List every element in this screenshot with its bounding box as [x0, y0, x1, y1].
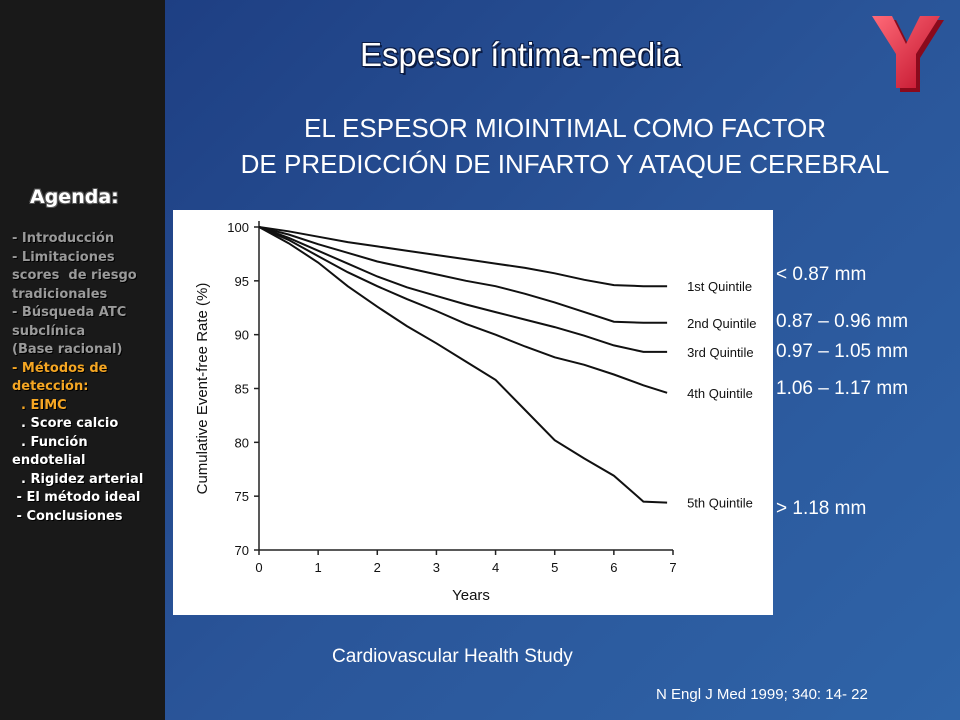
quintile-range-5: > 1.18 mm	[776, 498, 867, 519]
slide-subtitle: EL ESPESOR MIOINTIMAL COMO FACTOR DE PRE…	[170, 110, 960, 182]
agenda-item[interactable]: subclínica	[12, 323, 86, 339]
agenda-item[interactable]: - El método ideal	[12, 490, 141, 505]
y-tick-label: 70	[235, 543, 249, 558]
quintile-range-3: 0.97 – 1.05 mm	[776, 341, 909, 362]
agenda-item[interactable]: endotelial	[12, 453, 86, 468]
series-line-2	[258, 226, 668, 324]
x-tick-label: 1	[315, 560, 322, 575]
agenda-item[interactable]: . Función	[12, 434, 88, 450]
series-line-3	[258, 226, 668, 353]
series-label-5: 5th Quintile	[687, 496, 753, 511]
citation: N Engl J Med 1999; 340: 14- 22	[656, 686, 868, 703]
agenda-item[interactable]: - Introducción	[12, 231, 115, 246]
agenda-item[interactable]: - Búsqueda ATC	[12, 305, 127, 320]
quintile-range-4: 1.06 – 1.17 mm	[776, 378, 909, 399]
x-tick-label: 7	[669, 560, 676, 575]
agenda-sidebar: Agenda: - Introducción - Limitaciones scor…	[0, 0, 165, 720]
series-line-5	[258, 226, 668, 504]
agenda-item[interactable]: . Rigidez arterial	[12, 471, 144, 487]
series-label-1: 1st Quintile	[687, 279, 752, 294]
series-line-1	[258, 226, 668, 288]
x-tick-label: 2	[374, 560, 381, 575]
agenda-item[interactable]: tradicionales	[12, 286, 108, 302]
y-tick-label: 95	[235, 274, 249, 289]
agenda-item[interactable]: - Limitaciones	[12, 249, 115, 265]
y-tick-label: 100	[227, 220, 249, 235]
agenda-list: - Introducción - Limitaciones scores de ri…	[12, 230, 164, 526]
agenda-item[interactable]: (Base racional)	[12, 342, 123, 357]
x-tick-label: 3	[433, 560, 440, 575]
x-tick-label: 4	[492, 560, 499, 575]
agenda-item[interactable]: . EIMC	[12, 397, 67, 413]
y-axis-label: Cumulative Event-free Rate (%)	[194, 283, 211, 495]
x-tick-label: 6	[610, 560, 617, 575]
logo-y-icon	[872, 16, 944, 92]
survival-chart: 70 75 80 85 90 95 100 0 1 2 3 4 5 6 7 Years Cumulative E…	[194, 220, 756, 604]
x-tick-label: 0	[255, 560, 262, 575]
quintile-range-2: 0.87 – 0.96 mm	[776, 311, 909, 332]
series-label-2: 2nd Quintile	[687, 316, 756, 331]
chart-panel: 70 75 80 85 90 95 100 0 1 2 3 4 5 6 7 Years Cumulative E…	[173, 210, 773, 615]
series-label-3: 3rd Quintile	[687, 345, 753, 360]
study-label: Cardiovascular Health Study	[332, 646, 573, 667]
series-label-4: 4th Quintile	[687, 386, 753, 401]
agenda-item[interactable]: scores de riesgo	[12, 268, 137, 283]
agenda-item[interactable]: . Score calcio	[12, 416, 119, 431]
subtitle-line-1: EL ESPESOR MIOINTIMAL COMO FACTOR	[303, 113, 826, 143]
x-axis-label: Years	[452, 587, 490, 604]
series-line-4	[258, 226, 668, 394]
y-tick-label: 80	[235, 435, 249, 450]
y-tick-label: 85	[235, 382, 249, 397]
y-tick-label: 75	[235, 489, 249, 504]
agenda-title: Agenda:	[30, 186, 119, 208]
y-tick-label: 90	[235, 328, 249, 343]
agenda-item[interactable]: detección:	[12, 379, 89, 394]
page-title: Espesor íntima-media	[360, 36, 681, 73]
quintile-range-1: < 0.87 mm	[776, 264, 867, 285]
subtitle-line-2: DE PREDICCIÓN DE INFARTO Y ATAQUE CEREBR…	[240, 149, 890, 179]
agenda-item[interactable]: - Conclusiones	[12, 508, 123, 524]
agenda-item[interactable]: - Métodos de	[12, 360, 108, 376]
x-tick-label: 5	[551, 560, 558, 575]
